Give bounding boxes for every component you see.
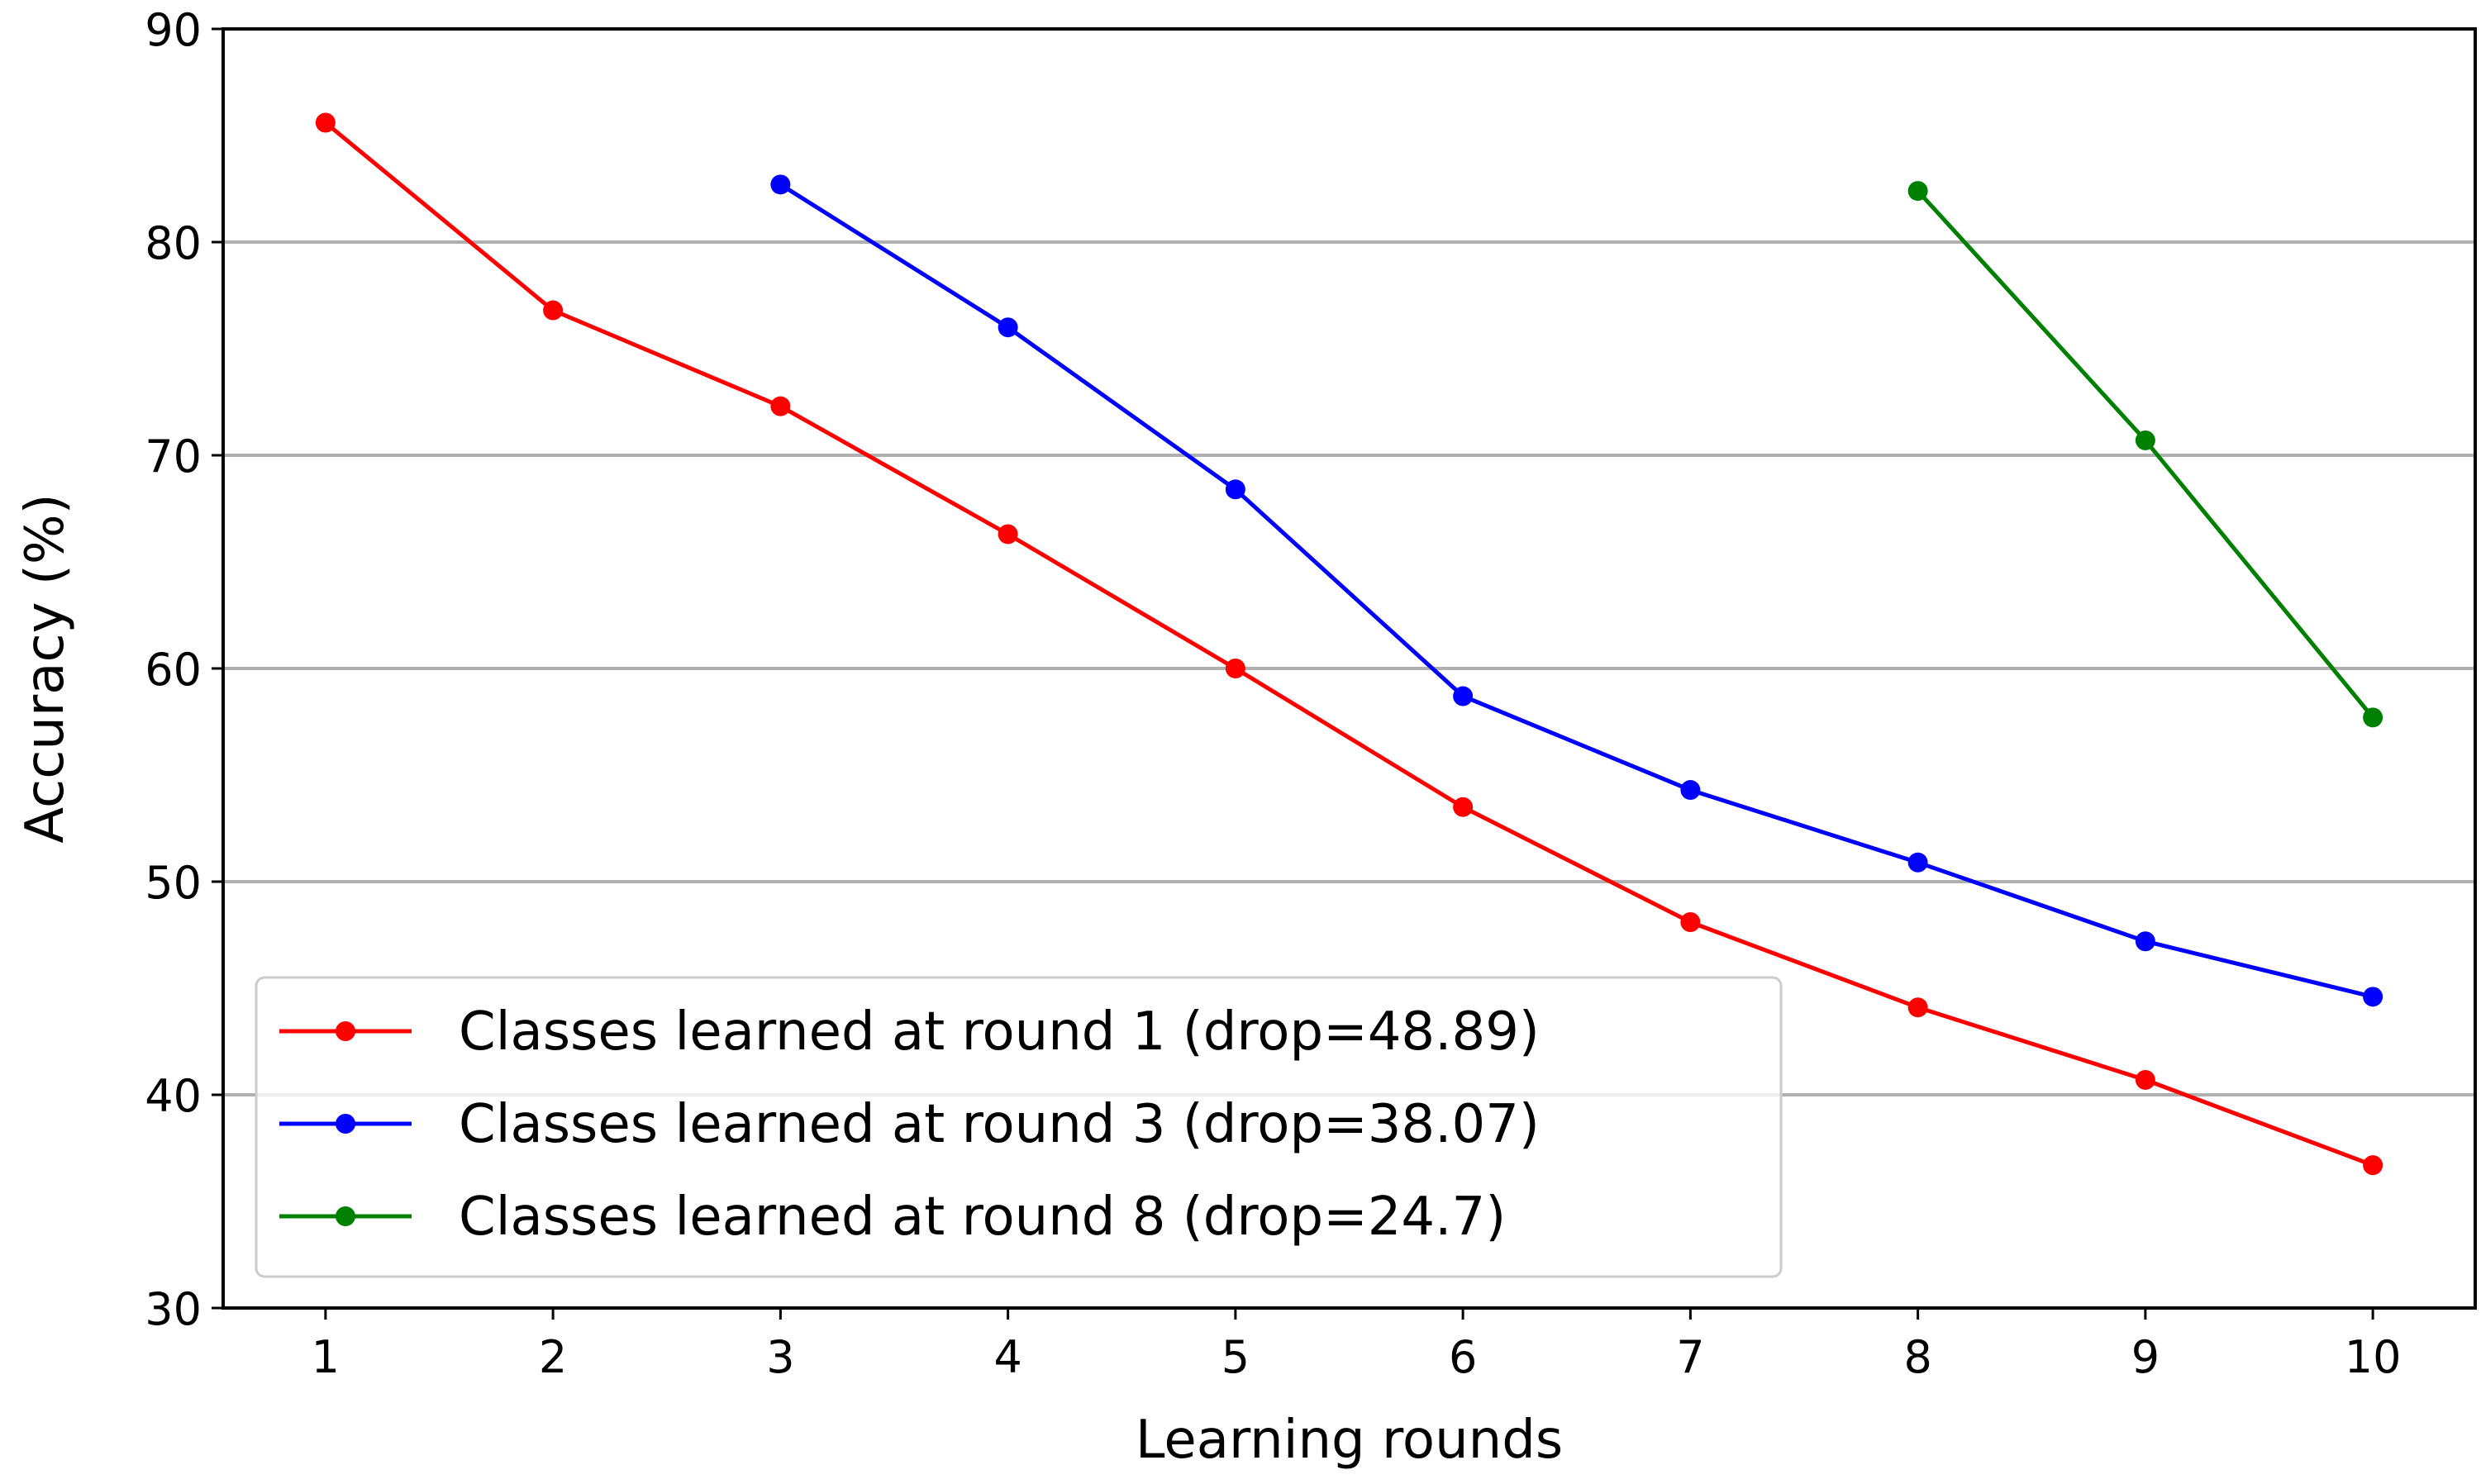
series-1 — [315, 112, 2383, 1176]
y-tick-label: 90 — [145, 4, 202, 56]
legend-items: Classes learned at round 1 (drop=48.89) C… — [279, 1001, 1540, 1248]
series-3 — [1907, 181, 2383, 728]
series-layer — [315, 112, 2383, 1176]
legend-label: Classes learned at round 3 (drop=38.07) — [459, 1094, 1540, 1155]
legend-box — [255, 976, 1783, 1278]
data-point — [1680, 912, 1701, 933]
y-tick-label: 70 — [145, 430, 202, 483]
legend-label: Classes learned at round 1 (drop=48.89) — [459, 1001, 1540, 1063]
data-point — [2135, 1069, 2155, 1090]
legend-item: Classes learned at round 8 (drop=24.7) — [279, 1187, 1506, 1248]
data-point — [543, 300, 564, 321]
legend: Classes learned at round 1 (drop=48.89) C… — [255, 976, 1783, 1278]
data-point — [1907, 997, 1928, 1018]
legend-marker — [336, 1114, 355, 1134]
series-line — [322, 119, 2376, 1168]
data-point — [770, 396, 791, 416]
x-tick-label: 8 — [1903, 1331, 1931, 1383]
data-point — [1225, 659, 1245, 678]
x-tick-label: 7 — [1676, 1331, 1704, 1383]
legend-item: Classes learned at round 1 (drop=48.89) — [279, 1001, 1540, 1063]
legend-item: Classes learned at round 3 (drop=38.07) — [279, 1094, 1540, 1155]
legend-label: Classes learned at round 8 (drop=24.7) — [459, 1187, 1506, 1248]
data-point — [2363, 987, 2383, 1007]
y-tick-label: 80 — [145, 217, 202, 269]
x-axis-label: Learning rounds — [1136, 1410, 1563, 1471]
x-tick-label: 2 — [539, 1331, 567, 1383]
series-2 — [770, 174, 2383, 1007]
y-axis-label: Accuracy (%) — [15, 493, 76, 843]
data-point — [1907, 852, 1928, 873]
data-point — [2135, 931, 2155, 952]
legend-marker — [336, 1206, 355, 1226]
data-point — [1907, 181, 1928, 202]
data-point — [998, 317, 1018, 338]
x-tick-label: 6 — [1449, 1331, 1477, 1383]
data-point — [1225, 479, 1245, 500]
legend-marker — [336, 1021, 355, 1041]
data-point — [770, 174, 791, 195]
x-tick-label: 4 — [993, 1331, 1021, 1383]
data-point — [1453, 797, 1474, 817]
data-point — [998, 524, 1018, 545]
y-tick-label: 50 — [145, 857, 202, 909]
data-point — [2363, 1155, 2383, 1176]
data-point — [2363, 707, 2383, 728]
x-tick-label: 5 — [1221, 1331, 1250, 1383]
data-point — [1453, 686, 1474, 706]
x-tick-label: 1 — [312, 1331, 340, 1383]
y-tick-label: 40 — [145, 1070, 202, 1122]
y-tick-label: 60 — [145, 644, 202, 696]
tick-layer: 30 40 50 60 70 80 90 1 2 3 4 5 6 7 8 9 10 — [145, 4, 2401, 1383]
x-tick-label: 10 — [2345, 1331, 2402, 1383]
series-line — [777, 181, 2376, 1000]
data-point — [2135, 430, 2155, 450]
y-tick-label: 30 — [145, 1283, 202, 1335]
data-point — [1680, 780, 1701, 801]
x-tick-label: 9 — [2131, 1331, 2160, 1383]
data-point — [315, 112, 336, 133]
x-tick-label: 3 — [766, 1331, 794, 1383]
